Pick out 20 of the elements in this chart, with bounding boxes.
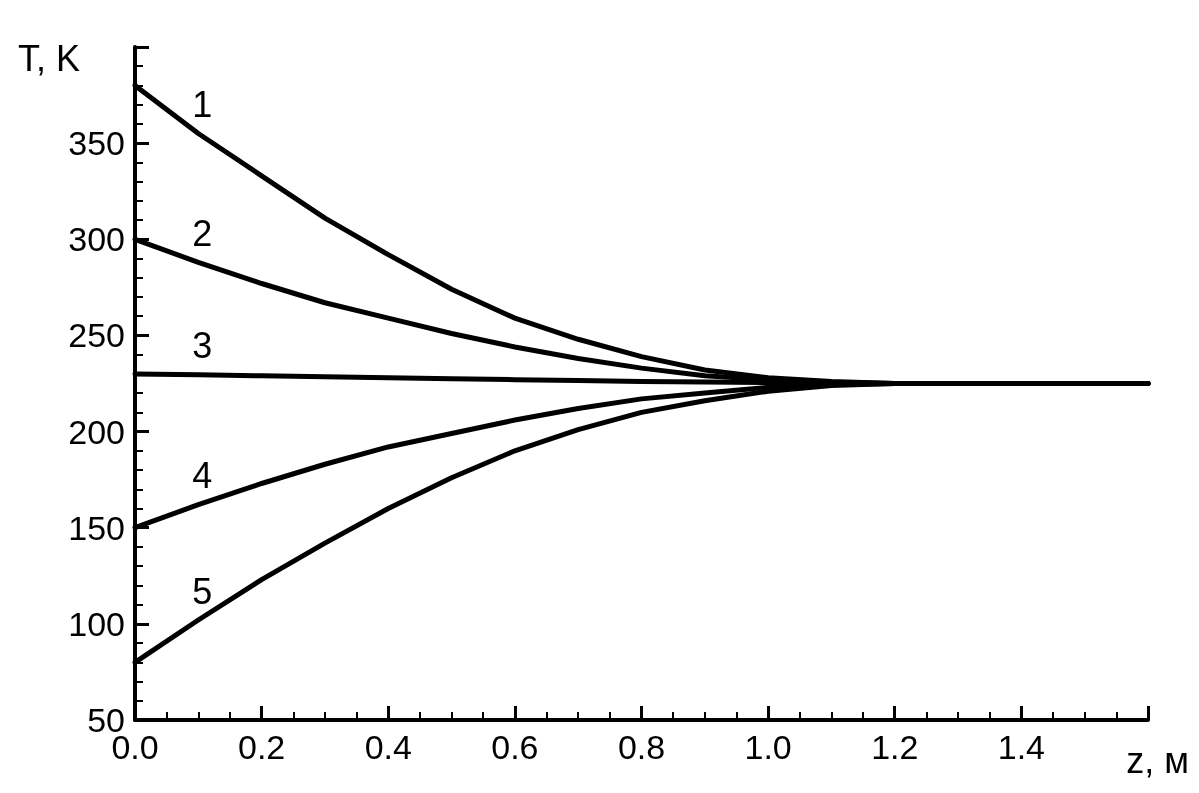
y-tick-label: 150	[68, 508, 125, 547]
x-tick-label: 0.6	[491, 728, 539, 766]
x-tick-label: 1.2	[871, 728, 919, 766]
y-tick-label: 100	[68, 604, 125, 643]
x-tick-label: 0.4	[364, 728, 412, 766]
x-axis-title: z, м	[1126, 739, 1190, 781]
series-label: 3	[192, 325, 213, 367]
series-label: 2	[192, 212, 213, 254]
x-tick-label: 1.4	[997, 728, 1046, 766]
series-label: 1	[192, 84, 213, 126]
x-tick-label: 0.8	[617, 728, 666, 766]
x-tick-label: 1.0	[744, 728, 792, 766]
y-tick-label: 300	[68, 220, 125, 259]
x-tick-label: 0.2	[237, 728, 286, 766]
y-tick-label: 250	[68, 316, 125, 355]
y-tick-label: 200	[68, 412, 125, 451]
series-label: 5	[192, 570, 213, 612]
y-tick-label: 350	[68, 124, 125, 163]
y-axis-title: T, K	[18, 37, 81, 79]
series-label: 4	[192, 455, 213, 497]
